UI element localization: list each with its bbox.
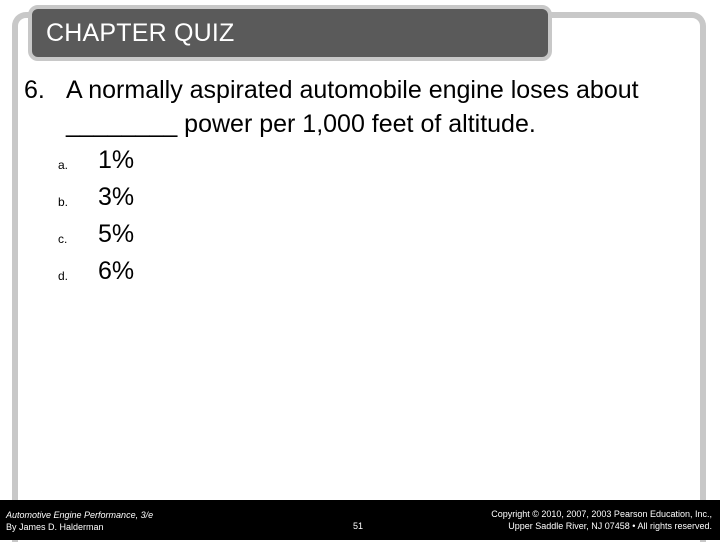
copyright-line-2: Upper Saddle River, NJ 07458 • All right…	[508, 521, 712, 531]
question-text: A normally aspirated automobile engine l…	[66, 76, 639, 138]
option-text: 3%	[98, 183, 135, 211]
footer-book-info: Automotive Engine Performance, 3/e By Ja…	[6, 509, 153, 533]
title-banner: CHAPTER QUIZ	[28, 5, 552, 61]
option-text: 5%	[98, 220, 135, 248]
option-letter: a.	[58, 158, 69, 172]
option-text: 6%	[98, 257, 135, 285]
slide-title: CHAPTER QUIZ	[46, 19, 235, 47]
footer-copyright: Copyright © 2010, 2007, 2003 Pearson Edu…	[491, 508, 712, 532]
option-letter: c.	[58, 232, 68, 246]
option-text: 1%	[98, 146, 135, 174]
slide-footer: Automotive Engine Performance, 3/e By Ja…	[0, 500, 720, 540]
copyright-line-1: Copyright © 2010, 2007, 2003 Pearson Edu…	[491, 509, 712, 519]
page-number: 51	[353, 521, 364, 531]
question-number: 6.	[24, 76, 45, 104]
book-author: By James D. Halderman	[6, 522, 104, 532]
option-letter: b.	[58, 195, 69, 209]
option-letter: d.	[58, 269, 69, 283]
book-title: Automotive Engine Performance, 3/e	[6, 510, 154, 520]
